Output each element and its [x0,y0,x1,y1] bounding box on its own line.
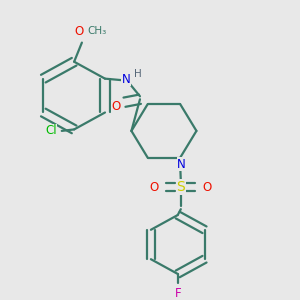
Text: S: S [176,180,185,194]
Text: O: O [74,25,83,38]
Text: O: O [150,181,159,194]
Text: F: F [175,287,181,300]
Text: O: O [202,181,212,194]
Text: O: O [111,100,120,113]
Text: N: N [177,158,186,171]
Text: CH₃: CH₃ [87,26,106,36]
Text: H: H [134,69,142,79]
Text: N: N [122,73,130,86]
Text: Cl: Cl [45,124,57,137]
